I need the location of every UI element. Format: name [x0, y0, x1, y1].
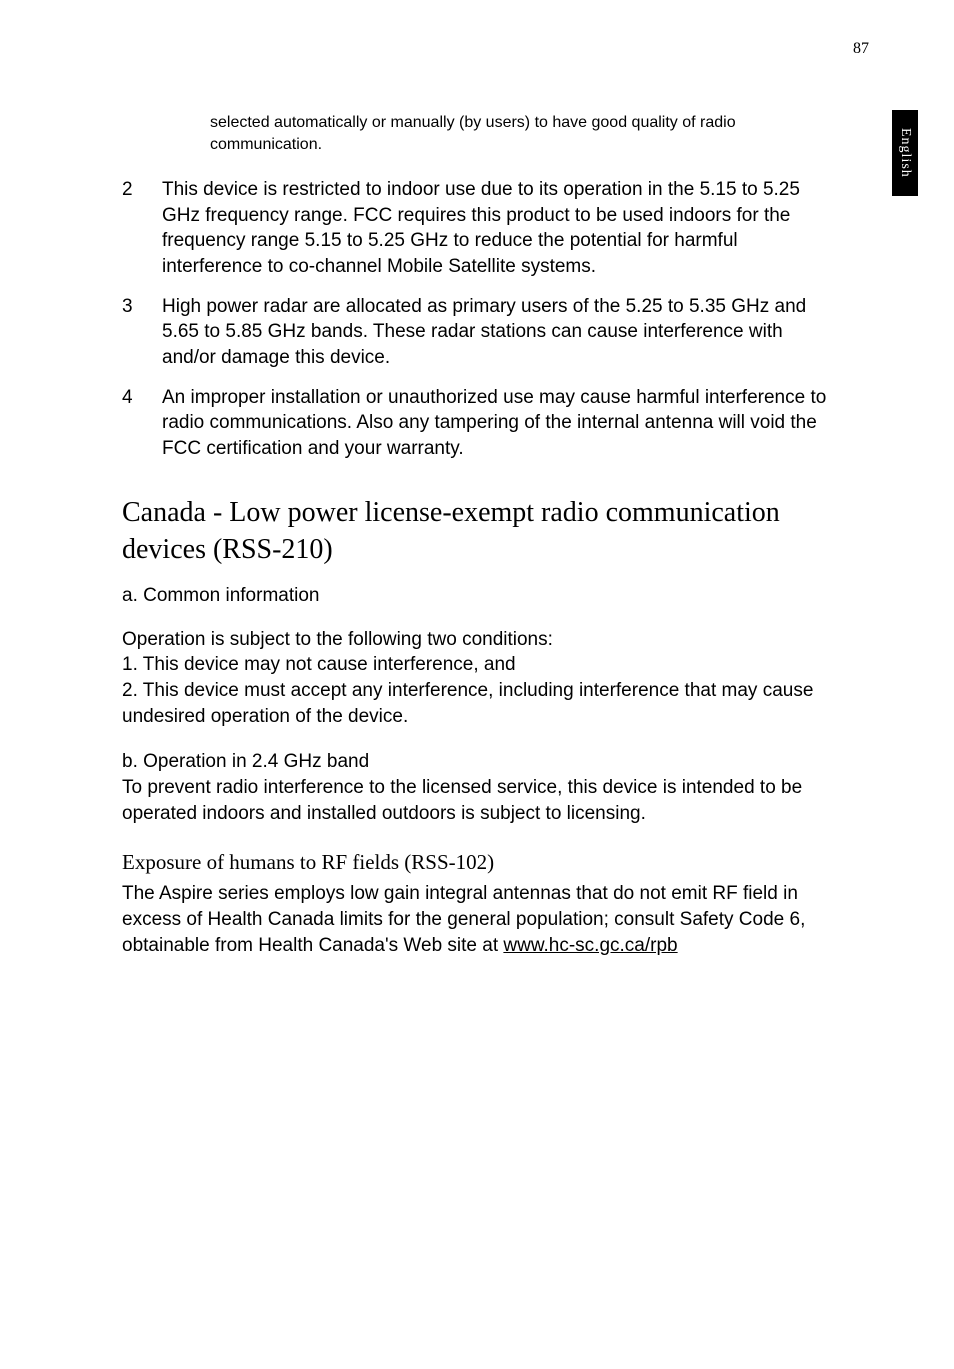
- rss102-text: The Aspire series employs low gain integ…: [122, 883, 805, 955]
- heading-canada: Canada - Low power license-exempt radio …: [122, 494, 832, 570]
- heading-rss102: Exposure of humans to RF fields (RSS-102…: [122, 850, 832, 875]
- list-body: High power radar are allocated as primar…: [162, 294, 832, 371]
- list-marker: 4: [122, 385, 162, 462]
- list-item: 3 High power radar are allocated as prim…: [122, 294, 832, 371]
- section-a-line2: 1. This device may not cause interferenc…: [122, 652, 832, 678]
- continuation-text: selected automatically or manually (by u…: [210, 112, 832, 155]
- section-a-line3: 2. This device must accept any interfere…: [122, 678, 832, 729]
- list-item: 2 This device is restricted to indoor us…: [122, 177, 832, 280]
- page-content: selected automatically or manually (by u…: [0, 0, 954, 958]
- rss102-body: The Aspire series employs low gain integ…: [122, 881, 832, 958]
- section-b-title: b. Operation in 2.4 GHz band: [122, 749, 832, 775]
- list-marker: 3: [122, 294, 162, 371]
- language-tab-text: English: [897, 128, 913, 178]
- page-number: 87: [853, 40, 869, 58]
- rss102-link[interactable]: www.hc-sc.gc.ca/rpb: [503, 935, 677, 956]
- numbered-list: 2 This device is restricted to indoor us…: [122, 177, 832, 461]
- list-body: This device is restricted to indoor use …: [162, 177, 832, 280]
- section-a-line1: Operation is subject to the following tw…: [122, 627, 832, 653]
- section-b-body: To prevent radio interference to the lic…: [122, 775, 832, 826]
- list-marker: 2: [122, 177, 162, 280]
- list-item: 4 An improper installation or unauthoriz…: [122, 385, 832, 462]
- section-a-title: a. Common information: [122, 583, 832, 609]
- list-body: An improper installation or unauthorized…: [162, 385, 832, 462]
- language-tab: English: [892, 110, 918, 196]
